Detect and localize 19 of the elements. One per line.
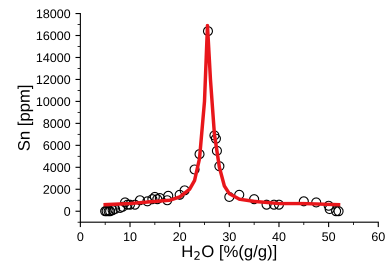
x-tick-label: 50 <box>322 232 336 242</box>
y-tick-label: 18000 <box>36 9 70 18</box>
y-tick-label: 14000 <box>36 53 70 62</box>
y-tick-label: 2000 <box>43 185 70 194</box>
x-tick-label: 0 <box>77 232 84 242</box>
y-tick-label: 6000 <box>43 141 70 150</box>
x-axis-title: H$_{2}$O [%(g/g)] <box>182 244 276 261</box>
x-tick-label: 30 <box>222 232 236 242</box>
x-tick-label: 40 <box>272 232 286 242</box>
y-tick-label: 4000 <box>43 163 70 172</box>
y-axis-title: Sn [ppm] <box>18 86 34 150</box>
y-tick-label: 0 <box>64 207 70 216</box>
y-tick-label: 16000 <box>36 31 70 40</box>
x-tick-label: 20 <box>173 232 186 242</box>
x-tick-label: 60 <box>372 232 385 242</box>
y-tick-label: 10000 <box>36 97 70 106</box>
y-tick-label: 12000 <box>36 75 70 84</box>
y-tick-label: 8000 <box>43 119 70 128</box>
x-tick-label: 10 <box>124 232 136 242</box>
